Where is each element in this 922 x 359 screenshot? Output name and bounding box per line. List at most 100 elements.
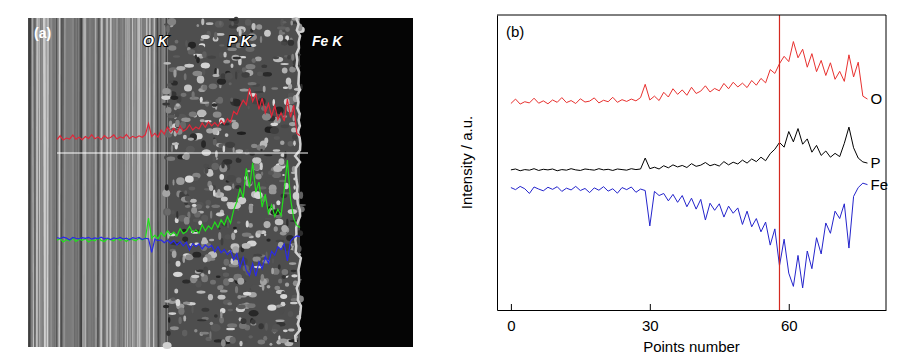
scan-profile: [57, 160, 300, 242]
coating-grain: [219, 44, 225, 46]
coating-grain: [164, 300, 170, 303]
coating-grain: [217, 285, 223, 290]
coating-grain: [185, 196, 191, 202]
coating-grain: [273, 165, 282, 172]
polish-streak: [74, 18, 76, 347]
coating-grain: [232, 246, 239, 253]
coating-grain: [289, 66, 296, 72]
coating-grain: [245, 19, 251, 26]
coating-grain: [167, 18, 176, 25]
coating-grain: [260, 36, 262, 43]
coating-grain: [231, 63, 234, 67]
polish-streak: [77, 18, 78, 347]
coating-grain: [281, 42, 287, 46]
coating-grain: [166, 331, 171, 336]
coating-grain: [290, 20, 293, 25]
coating-grain: [223, 272, 229, 276]
coating-grain: [280, 294, 287, 299]
coating-grain: [182, 330, 188, 337]
coating-grain: [232, 183, 234, 189]
coating-grain: [207, 56, 216, 59]
polish-streak: [138, 18, 141, 347]
coating-grain: [258, 340, 266, 345]
coating-grain: [191, 207, 197, 214]
coating-grain: [231, 258, 234, 264]
x-tick: 60: [781, 304, 798, 334]
polish-streak: [137, 18, 139, 347]
coating-grain: [185, 205, 190, 208]
coating-grain: [227, 302, 232, 305]
coating-grain: [241, 72, 249, 78]
coating-grain: [206, 22, 214, 25]
coating-grain: [281, 225, 288, 232]
scan-profile: [57, 236, 300, 276]
coating-grain: [288, 329, 294, 332]
coating-grain: [200, 39, 204, 41]
polish-streak: [45, 18, 47, 347]
coating-grain: [291, 54, 294, 61]
coating-grain: [201, 85, 207, 90]
series-label: O: [870, 90, 882, 107]
polish-streak: [66, 18, 68, 347]
polish-streak: [63, 18, 66, 347]
coating-region: [168, 18, 300, 347]
coating-grain: [291, 270, 297, 272]
polish-streak: [86, 18, 88, 347]
coating-grain: [173, 272, 183, 277]
scan-profile: [57, 88, 300, 140]
coating-grain: [178, 317, 181, 324]
coating-grain: [268, 171, 274, 175]
frame-right: [886, 15, 887, 310]
coating-grain: [175, 112, 179, 117]
figure: (a)O KP KFe K03060(b)Points numberIntens…: [0, 0, 922, 359]
coating-grain: [182, 279, 190, 283]
coating-grain: [230, 337, 236, 344]
coating-grain: [261, 171, 263, 175]
coating-grain: [255, 174, 261, 180]
coating-grain: [235, 71, 237, 79]
coating-grain: [163, 208, 171, 216]
coating-grain: [208, 294, 213, 300]
coating-grain: [275, 320, 284, 323]
coating-grain: [231, 22, 234, 27]
polish-streak: [116, 18, 118, 347]
coating-grain: [263, 336, 267, 341]
coating-grain: [197, 75, 205, 83]
coating-grain: [201, 308, 209, 312]
coating-grain: [282, 174, 285, 176]
coating-grain: [206, 128, 213, 133]
coating-grain: [232, 122, 239, 130]
coating-grain: [228, 309, 234, 312]
coating-grain: [229, 19, 238, 21]
x-tick-mark: [789, 304, 790, 310]
coating-grain: [282, 67, 288, 73]
coating-grain: [248, 82, 257, 85]
coating-grain: [189, 187, 196, 191]
coating-grain: [294, 185, 296, 190]
coating-grain: [176, 177, 185, 185]
coating-grain: [196, 269, 204, 272]
polish-streak: [95, 18, 96, 347]
coating-grain: [270, 123, 278, 127]
coating-grain: [168, 312, 176, 315]
polish-streak: [40, 18, 43, 347]
coating-grain: [274, 136, 280, 140]
coating-grain: [293, 140, 296, 146]
coating-grain: [273, 57, 279, 60]
coating-grain: [256, 230, 262, 234]
coating-grain: [209, 239, 214, 241]
coating-grain: [201, 140, 206, 148]
coating-grain: [165, 184, 169, 191]
coating-grain: [186, 146, 195, 154]
coating-grain: [197, 319, 206, 321]
polish-streak: [119, 18, 120, 347]
coating-grain: [194, 329, 197, 332]
coating-grain: [260, 162, 263, 170]
coating-grain: [219, 174, 224, 180]
coating-grain: [249, 310, 259, 317]
coating-grain: [192, 252, 201, 258]
coating-grain: [225, 72, 233, 80]
coating-grain: [227, 175, 236, 182]
coating-grain: [184, 64, 194, 68]
panel-label: (b): [506, 23, 524, 40]
